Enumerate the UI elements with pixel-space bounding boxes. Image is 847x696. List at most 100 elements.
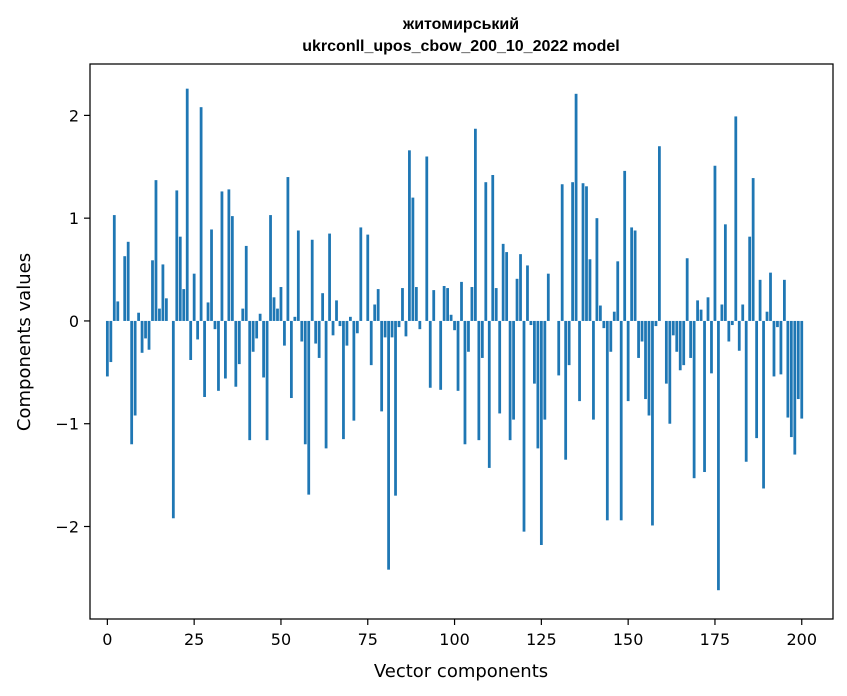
bar-180 [730,320,734,326]
bar-7 [130,320,134,445]
bar-96 [439,320,443,390]
bar-3 [116,301,120,321]
bar-131 [560,184,564,321]
bar-87 [408,150,411,321]
bar-144 [605,320,609,521]
y-tick-label: −2 [55,518,79,537]
bar-25 [192,273,196,321]
bar-123 [533,320,536,384]
bar-81 [387,320,390,570]
bar-166 [682,320,686,366]
bar-119 [519,254,522,321]
bar-167 [685,258,689,321]
bar-22 [182,289,186,321]
bar-116 [508,320,512,441]
bar-142 [598,305,602,321]
chart-title-line-2: ukrconll_upos_cbow_200_10_2022 model [302,38,619,55]
bar-186 [751,178,755,321]
bar-133 [567,320,571,366]
bar-135 [574,93,578,321]
bar-107 [477,320,481,441]
bar-141 [595,218,599,321]
bar-102 [460,281,463,321]
bar-71 [352,320,356,421]
bar-54 [293,316,297,321]
bar-147 [616,261,620,321]
bar-39 [241,308,245,321]
bar-198 [793,320,797,455]
x-tick-label: 150 [613,630,644,649]
bar-182 [737,320,741,351]
bar-29 [206,302,210,321]
bar-1 [109,320,113,363]
bar-28 [203,320,206,397]
bar-174 [710,320,713,374]
bar-185 [748,236,752,321]
bar-98 [446,288,449,321]
bar-93 [428,320,432,388]
bar-162 [668,320,672,424]
bar-23 [185,88,189,321]
bar-13 [151,260,154,321]
bar-56 [300,320,304,342]
bar-45 [262,320,265,378]
bar-2 [112,215,116,321]
bar-197 [789,320,793,438]
bar-176 [717,320,720,591]
bar-57 [303,320,307,445]
bar-164 [675,320,679,352]
bar-171 [699,309,703,321]
bar-109 [484,182,488,321]
plot-frame [89,63,834,620]
bar-138 [585,186,588,321]
bar-9 [137,312,140,321]
bar-84 [397,320,401,328]
bar-111 [491,175,495,321]
bar-200 [800,320,804,419]
x-axis-label: Vector components [374,661,548,682]
bar-63 [324,320,328,449]
bar-78 [376,289,380,321]
bars-group [105,88,804,591]
y-tick-label: 2 [69,106,79,125]
chart-title-line-1: житомирський [402,16,519,33]
bar-86 [404,320,408,337]
bar-19 [171,320,175,519]
bar-132 [564,320,568,460]
bar-70 [349,316,352,321]
bar-183 [741,304,745,321]
bar-105 [470,287,474,321]
bar-59 [310,239,314,321]
bar-113 [498,320,502,414]
y-axis-label: Components values [14,253,35,431]
bar-37 [234,320,238,387]
bar-112 [494,288,498,321]
bar-110 [487,320,491,468]
bar-115 [505,252,509,321]
x-tick-label: 25 [184,630,204,649]
bar-173 [706,297,710,321]
bar-146 [612,311,616,321]
bar-196 [786,320,790,418]
bar-188 [758,279,762,321]
bar-139 [588,259,592,321]
bar-24 [189,320,193,360]
x-tick-label: 75 [358,630,378,649]
bar-76 [369,320,373,366]
bar-177 [720,304,724,321]
bar-68 [342,320,345,440]
bar-49 [276,308,279,321]
bar-14 [154,180,158,321]
bar-143 [602,320,606,329]
bar-35 [227,189,231,321]
bar-159 [658,146,661,321]
bar-172 [703,320,706,473]
bar-100 [453,320,456,331]
bar-88 [411,197,415,321]
bar-20 [175,190,179,321]
bar-92 [425,156,429,321]
bar-189 [762,320,765,489]
bar-104 [467,320,470,352]
bar-168 [689,320,693,358]
bar-99 [449,314,453,321]
